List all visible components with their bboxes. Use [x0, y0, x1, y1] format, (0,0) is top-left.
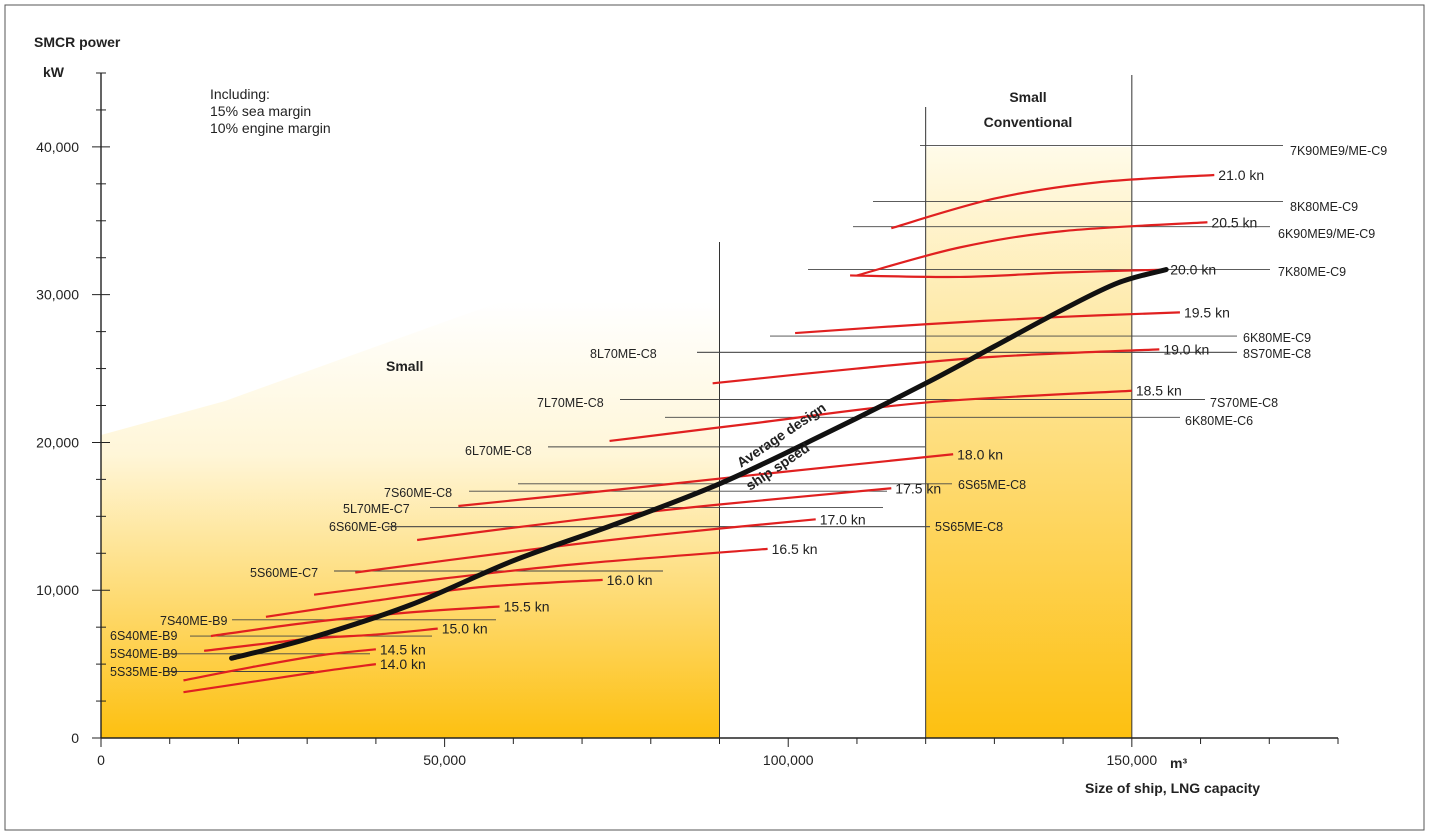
speed-curve-16-0-label: 16.0 kn	[607, 572, 653, 588]
speed-curve-15-5	[210, 605, 500, 638]
engine-label-5s60me-c7: 5S60ME-C7	[250, 566, 318, 580]
speed-curve-14-0	[183, 663, 377, 694]
y-tick-label: 40,000	[36, 139, 79, 155]
speed-curve-19-5-label: 19.5 kn	[1184, 304, 1230, 320]
x-axis-unit: m³	[1170, 755, 1187, 771]
speed-curve-16-5-label: 16.5 kn	[772, 541, 818, 557]
engine-label-8l70me-c8: 8L70ME-C8	[590, 347, 657, 361]
speed-curve-15-0	[203, 627, 438, 652]
engine-label-6l70me-c8: 6L70ME-C8	[465, 444, 532, 458]
speed-curve-20-0	[850, 268, 1167, 279]
speed-curve-16-5	[313, 547, 768, 596]
engine-label-7k90me9-me-c9: 7K90ME9/ME-C9	[1290, 144, 1387, 158]
x-tick-label: 50,000	[423, 752, 466, 768]
speed-curve-15-0-label: 15.0 kn	[442, 621, 488, 637]
y-tick-label: 10,000	[36, 582, 79, 598]
y-axis-title-line2: kW	[43, 64, 65, 80]
speed-curve-14-5-label: 14.5 kn	[380, 641, 426, 657]
speed-curve-17-0-label: 17.0 kn	[820, 511, 866, 527]
speed-curve-18-5-label: 18.5 kn	[1136, 383, 1182, 399]
y-tick-label: 20,000	[36, 434, 79, 450]
region-label-conventional-2: Conventional	[984, 114, 1073, 130]
chart-frame	[4, 4, 1425, 831]
engine-label-7s60me-c8: 7S60ME-C8	[384, 486, 452, 500]
speed-curve-19-5	[795, 311, 1180, 335]
engine-label-5s40me-b9: 5S40ME-B9	[110, 647, 177, 661]
engine-label-7s70me-c8: 7S70ME-C8	[1210, 396, 1278, 410]
y-tick-label: 30,000	[36, 287, 79, 303]
speed-curve-20-0-label: 20.0 kn	[1170, 262, 1216, 278]
engine-label-6k80me-c6: 6K80ME-C6	[1185, 414, 1253, 428]
note-line-3: 10% engine margin	[210, 120, 331, 136]
engine-label-6s65me-c8: 6S65ME-C8	[958, 478, 1026, 492]
x-tick-label: 100,000	[763, 752, 814, 768]
engine-label-7k80me-c9: 7K80ME-C9	[1278, 265, 1346, 279]
speed-curve-16-0	[265, 578, 603, 618]
speed-curve-17-5-label: 17.5 kn	[895, 480, 941, 496]
speed-curve-21-0	[891, 173, 1215, 230]
speed-curve-14-0-label: 14.0 kn	[380, 656, 426, 672]
speed-curve-19-0-label: 19.0 kn	[1163, 341, 1209, 357]
speed-curve-21-0-label: 21.0 kn	[1218, 167, 1264, 183]
engine-label-8k80me-c9: 8K80ME-C9	[1290, 200, 1358, 214]
speed-curve-20-5	[856, 221, 1208, 277]
speed-curve-18-0	[458, 453, 954, 508]
x-axis-title: Size of ship, LNG capacity	[1085, 780, 1260, 796]
y-tick-label: 0	[71, 730, 79, 746]
engine-label-6s40me-b9: 6S40ME-B9	[110, 629, 177, 643]
x-tick-label: 0	[97, 752, 105, 768]
engine-label-6k80me-c9: 6K80ME-C9	[1243, 331, 1311, 345]
engine-label-5s35me-b9: 5S35ME-B9	[110, 665, 177, 679]
engine-label-7s40me-b9: 7S40ME-B9	[160, 614, 227, 628]
region-label-conventional-1: Small	[1009, 89, 1046, 105]
note-line-2: 15% sea margin	[210, 103, 311, 119]
speed-curve-18-0-label: 18.0 kn	[957, 446, 1003, 462]
speed-curve-15-5-label: 15.5 kn	[504, 598, 550, 614]
engine-label-5l70me-c7: 5L70ME-C7	[343, 502, 410, 516]
engine-label-6k90me9-me-c9: 6K90ME9/ME-C9	[1278, 227, 1375, 241]
note-line-1: Including:	[210, 86, 270, 102]
speed-curve-19-0	[712, 348, 1160, 385]
x-tick-label: 150,000	[1107, 752, 1158, 768]
speed-curve-20-5-label: 20.5 kn	[1211, 214, 1257, 230]
speed-curve-14-5	[183, 648, 377, 682]
region-label-small: Small	[386, 358, 423, 374]
engine-label-7l70me-c8: 7L70ME-C8	[537, 396, 604, 410]
region-conventional-band	[925, 146, 1132, 738]
y-axis-title-line1: SMCR power	[34, 34, 121, 50]
engine-label-5s65me-c8: 5S65ME-C8	[935, 520, 1003, 534]
engine-label-8s70me-c8: 8S70ME-C8	[1243, 347, 1311, 361]
engine-label-6s60me-c8: 6S60ME-C8	[329, 520, 397, 534]
average-design-speed-curve	[229, 267, 1169, 661]
speed-curve-18-5	[609, 389, 1132, 443]
speed-curve-17-0	[355, 518, 816, 574]
